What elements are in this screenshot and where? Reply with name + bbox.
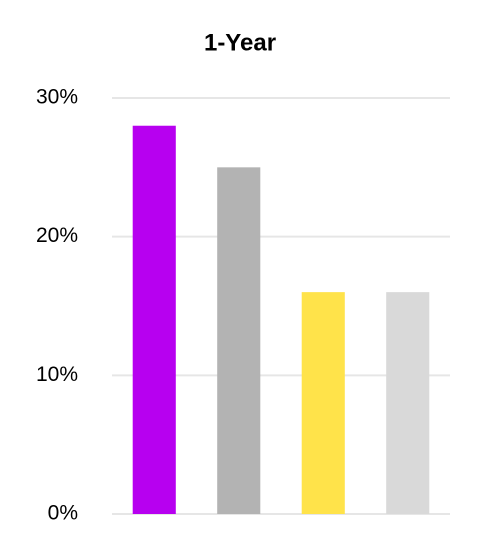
y-tick-label: 20% [36, 224, 78, 247]
bar [301, 292, 345, 514]
y-tick-label: 10% [36, 363, 78, 386]
chart-title: 1-Year [204, 29, 276, 56]
y-tick-label: 30% [36, 86, 78, 109]
bar [386, 292, 430, 514]
bar [132, 125, 176, 514]
y-tick-label: 0% [48, 502, 78, 525]
bar [217, 167, 261, 515]
